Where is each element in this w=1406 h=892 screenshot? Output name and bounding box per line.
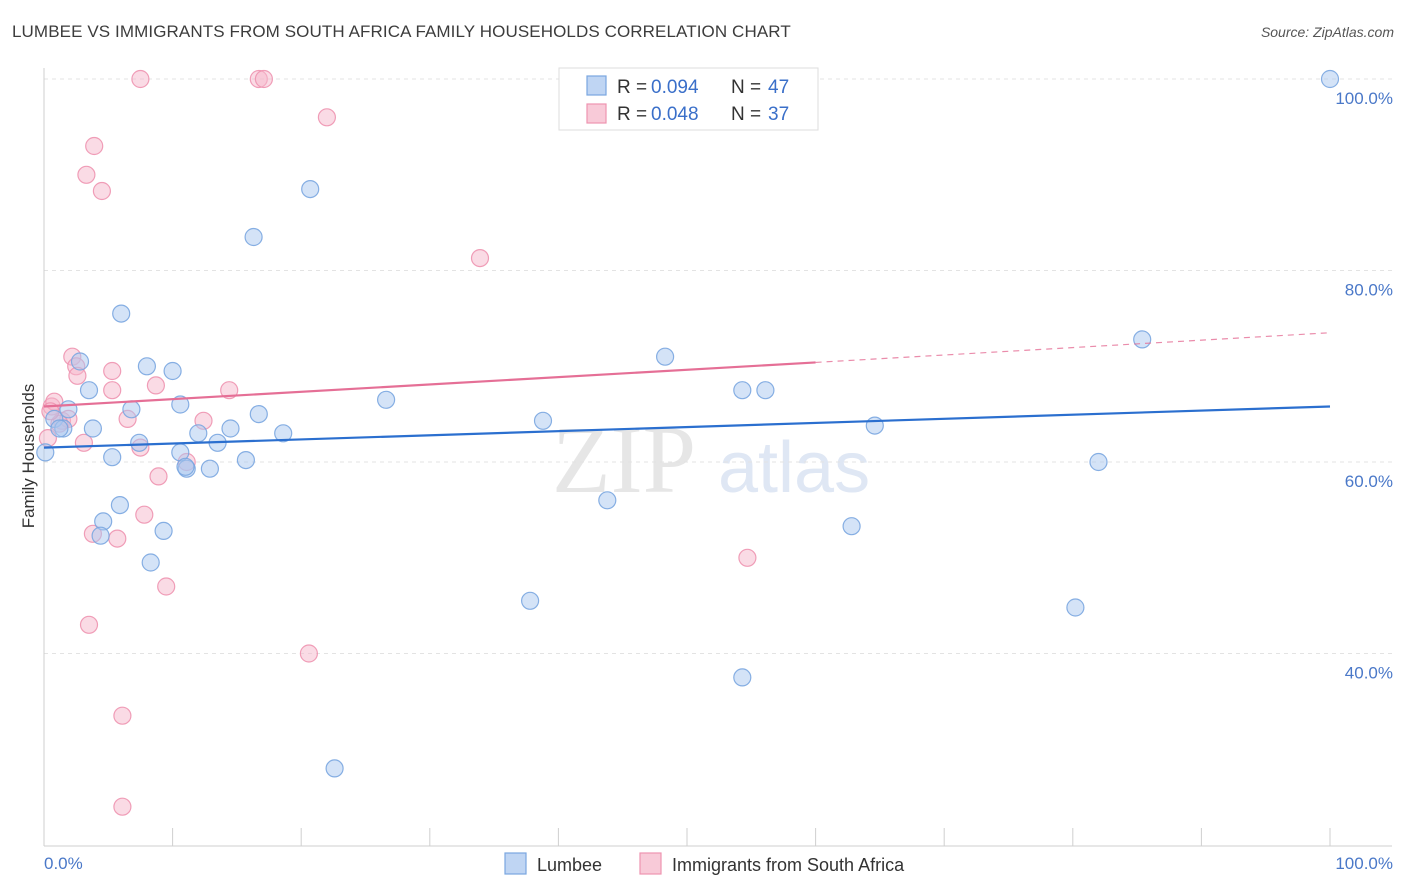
lumbee-point-23	[200, 459, 219, 478]
lumbee-point-15	[137, 357, 156, 376]
lumbee-point-32	[377, 390, 396, 409]
bottom-legend-swatch-sa	[639, 852, 662, 875]
bottom-legend-swatch-lumbee	[504, 852, 527, 875]
legend-n-label-sa: N =	[731, 104, 761, 125]
lumbee-point-35	[598, 491, 617, 510]
lumbee-point-43	[1089, 452, 1108, 472]
lumbee-point-7	[83, 419, 103, 438]
lumbee-point-39	[733, 668, 752, 687]
legend-n-value-sa: 37	[768, 104, 789, 125]
lumbee-point-36	[655, 347, 675, 366]
sa-point-30	[254, 69, 273, 89]
sa-point-28	[220, 381, 239, 400]
lumbee-point-37	[733, 381, 752, 400]
sa-point-23	[146, 376, 165, 395]
lumbee-point-26	[236, 451, 255, 470]
lumbee-point-42	[1066, 598, 1085, 617]
lumbee-point-45	[1320, 69, 1340, 89]
lumbee-point-30	[301, 180, 320, 199]
lumbee-point-31	[325, 759, 344, 778]
sa-point-13	[92, 181, 112, 201]
lumbee-point-17	[154, 521, 173, 541]
series-lumbee-points	[36, 69, 1340, 778]
lumbee-point-5	[70, 352, 90, 371]
lumbee-point-25	[221, 419, 240, 438]
lumbee-point-41	[865, 416, 884, 435]
sa-point-24	[149, 467, 168, 486]
x-ticks	[172, 828, 1331, 846]
legend-r-value-sa: 0.048	[651, 104, 699, 125]
sa-point-17	[113, 706, 132, 725]
sa-point-33	[470, 249, 490, 268]
lumbee-point-44	[1133, 330, 1152, 349]
legend-r-label-sa: R =	[617, 104, 647, 125]
source-credit: Source: ZipAtlas.com	[1260, 24, 1394, 40]
legend-swatch-lumbee	[586, 75, 607, 96]
sa-point-22	[135, 505, 154, 524]
gridlines	[44, 78, 1392, 654]
trend-lines	[43, 332, 1331, 449]
lumbee-point-22	[189, 424, 208, 443]
sa-point-32	[317, 108, 336, 127]
chart-title: LUMBEE VS IMMIGRANTS FROM SOUTH AFRICA F…	[12, 22, 791, 41]
sa-point-16	[108, 529, 127, 548]
lumbee-point-28	[249, 405, 268, 424]
lumbee-point-38	[756, 381, 775, 400]
y-tick-labels: 40.0% 60.0% 80.0% 100.0%	[1335, 89, 1393, 683]
y-tick-label-80: 80.0%	[1345, 281, 1393, 300]
sa-point-20	[131, 69, 150, 89]
sa-point-34	[738, 548, 757, 567]
sa-point-15	[103, 361, 122, 381]
sa-point-18	[113, 797, 132, 816]
lumbee-point-6	[79, 381, 99, 400]
sa-trend-line	[43, 361, 816, 408]
lumbee-point-12	[110, 496, 130, 515]
y-axis-label: Family Households	[19, 384, 38, 529]
watermark-zip: ZIP	[552, 406, 696, 513]
y-tick-label-40: 40.0%	[1345, 664, 1393, 683]
legend: R = 0.094 N = 47 R = 0.048 N = 37	[558, 67, 819, 131]
legend-swatch-sa	[586, 103, 607, 124]
legend-n-value-lumbee: 47	[768, 77, 789, 98]
lumbee-point-16	[141, 553, 160, 572]
lumbee-point-13	[122, 400, 141, 419]
lumbee-point-33	[520, 591, 540, 610]
lumbee-point-11	[112, 304, 131, 323]
lumbee-point-8	[103, 448, 122, 467]
lumbee-point-4	[50, 419, 69, 438]
lumbee-point-27	[244, 227, 263, 247]
bottom-legend-label-sa: Immigrants from South Africa	[672, 855, 905, 875]
legend-n-label-lumbee: N =	[731, 77, 761, 98]
lumbee-point-14	[130, 433, 149, 452]
sa-point-25	[157, 577, 176, 596]
lumbee-point-40	[842, 517, 861, 536]
lumbee-point-34	[533, 411, 553, 430]
bottom-legend-label-lumbee: Lumbee	[537, 855, 602, 875]
y-tick-label-100: 100.0%	[1335, 89, 1393, 108]
lumbee-point-46	[176, 457, 195, 476]
lumbee-point-29	[274, 424, 293, 443]
y-tick-label-60: 60.0%	[1345, 472, 1393, 491]
sa-point-31	[299, 644, 318, 663]
lumbee-point-3	[59, 400, 78, 419]
lumbee-point-19	[171, 395, 190, 414]
bottom-legend: Lumbee Immigrants from South Africa	[504, 852, 905, 875]
x-tick-label-min: 0.0%	[44, 854, 83, 873]
sa-point-10	[79, 615, 99, 634]
sa-point-9	[77, 165, 96, 184]
lumbee-point-18	[163, 361, 182, 381]
lumbee-point-10	[91, 526, 110, 545]
watermark-atlas: atlas	[718, 428, 870, 508]
sa-point-12	[85, 136, 104, 156]
legend-r-value-lumbee: 0.094	[651, 77, 699, 98]
sa-point-14	[103, 381, 122, 400]
sa-trend-line-extension	[815, 332, 1331, 364]
legend-r-label-lumbee: R =	[617, 77, 647, 98]
x-tick-label-max: 100.0%	[1335, 854, 1393, 873]
lumbee-trend-line	[43, 405, 1331, 449]
